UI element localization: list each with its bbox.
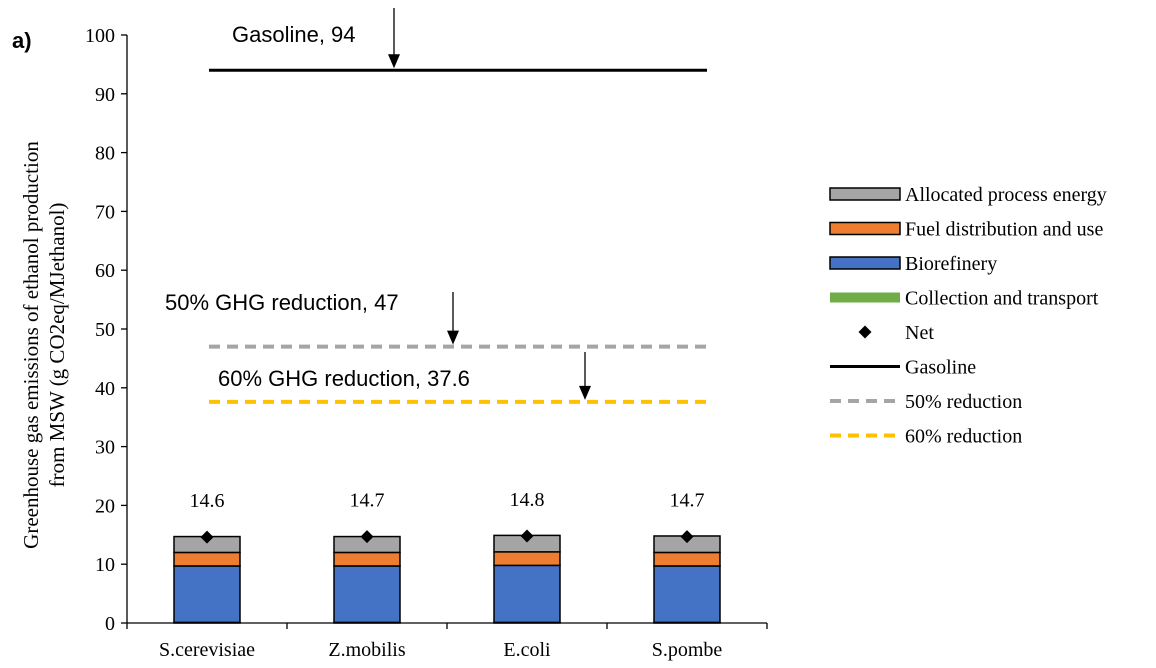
x-tick-labels: S.cerevisiae Z.mobilis E.coli S.pombe: [159, 639, 722, 661]
annotation-text: 60% GHG reduction, 37.6: [218, 366, 470, 391]
bar-segment-fuel-distribution-and-use: [493, 551, 561, 567]
legend-swatch-allocated-process-energy: [829, 187, 901, 201]
y-tick-label: 0: [105, 613, 115, 635]
legend-swatch-fuel-distribution-and-use: [829, 221, 901, 236]
y-tick-label: 50: [95, 319, 115, 341]
legend-label-fuel-distribution-and-use: Fuel distribution and use: [905, 219, 1103, 241]
y-tick-label: 80: [95, 143, 115, 165]
net-marker: [680, 530, 694, 544]
legend-label-60-reduction: 60% reduction: [905, 426, 1022, 448]
net-markers: 14.6 14.7 14.8 14.7: [190, 489, 705, 544]
bar-segment-biorefinery: [333, 565, 401, 624]
axes: 0 10 20 30 40 50 60 70 80 90 100: [85, 25, 768, 635]
legend-swatch-net: [858, 325, 872, 339]
bar-segment-fuel-distribution-and-use: [653, 551, 721, 567]
bar-segment-biorefinery: [653, 565, 721, 624]
reference-lines: [209, 68, 707, 404]
annotation-arrowhead: [447, 330, 459, 345]
legend-swatch-collection-and-transport: [830, 292, 900, 303]
net-data-label: 14.6: [190, 490, 225, 512]
legend-label-gasoline: Gasoline: [905, 357, 976, 379]
annotation-arrowhead: [388, 54, 400, 69]
net-data-label: 14.7: [670, 490, 705, 512]
legend-swatch-biorefinery: [829, 256, 901, 270]
panel-label: a): [12, 28, 32, 53]
legend-label-50-reduction: 50% reduction: [905, 391, 1022, 413]
annotation-text: 50% GHG reduction, 47: [165, 290, 399, 315]
y-axis-title-line1: Greenhouse gas emissions of ethanol prod…: [19, 141, 43, 549]
y-tick-label: 30: [95, 437, 115, 459]
y-tick-label: 20: [95, 495, 115, 517]
legend-label-net: Net: [905, 322, 934, 344]
y-tick-label: 40: [95, 378, 115, 400]
y-tick-label: 100: [85, 25, 115, 47]
legend-label-biorefinery: Biorefinery: [905, 253, 997, 275]
legend-label-collection-and-transport: Collection and transport: [905, 288, 1099, 310]
legend-label-allocated-process-energy: Allocated process energy: [905, 184, 1107, 206]
annotations: Gasoline, 94 50% GHG reduction, 47 60% GHG…: [165, 8, 591, 400]
x-tick-label: E.coli: [503, 639, 551, 661]
x-tick-label: S.cerevisiae: [159, 639, 255, 661]
bar-segment-biorefinery: [493, 564, 561, 624]
y-tick-label: 70: [95, 201, 115, 223]
bar-segment-fuel-distribution-and-use: [173, 551, 241, 567]
y-tick-label: 60: [95, 260, 115, 282]
net-data-label: 14.8: [510, 489, 545, 511]
y-axis-title-line2: from MSW (g CO2eq/MJethanol): [45, 203, 69, 488]
bar-segment-biorefinery: [173, 565, 241, 624]
net-data-label: 14.7: [350, 490, 385, 512]
annotation-text: Gasoline, 94: [232, 22, 356, 47]
bars: [173, 534, 721, 624]
x-tick-label: S.pombe: [652, 639, 723, 661]
y-axis-title: Greenhouse gas emissions of ethanol prod…: [19, 141, 69, 549]
annotation-arrowhead: [579, 385, 591, 400]
y-tick-label: 10: [95, 554, 115, 576]
net-marker: [360, 530, 374, 544]
bar-segment-fuel-distribution-and-use: [333, 551, 401, 567]
x-tick-label: Z.mobilis: [328, 639, 405, 661]
y-tick-label: 90: [95, 84, 115, 106]
legend: Allocated process energy Fuel distributio…: [829, 184, 1107, 448]
net-marker: [200, 530, 214, 544]
net-marker: [520, 529, 534, 543]
